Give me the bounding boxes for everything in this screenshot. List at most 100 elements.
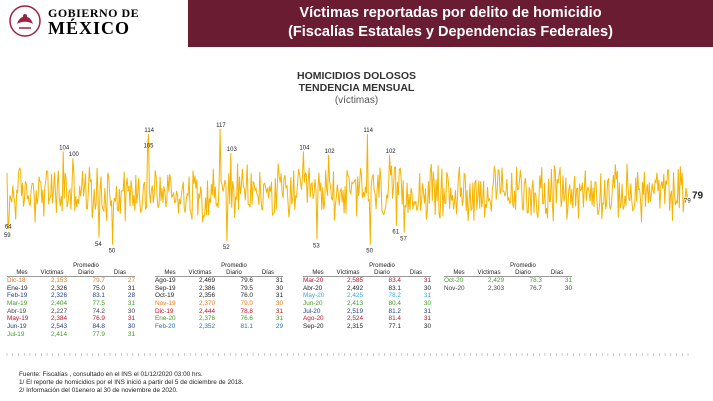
- table-cell: 79.7: [92, 277, 105, 284]
- table-cell: Ene-20: [155, 315, 176, 323]
- table-cell: 2,585: [347, 277, 363, 284]
- table-row: May-20 2,425 78.2 31: [303, 292, 431, 300]
- table-cell: 2,356: [199, 292, 215, 300]
- table-header: Mes Víctimas Promedio Diario Días: [155, 262, 283, 277]
- table-cell: 2,492: [347, 284, 363, 292]
- table-header: Mes Víctimas Promedio Diario Días: [444, 262, 572, 277]
- table-cell: May-19: [7, 315, 29, 323]
- table-row: May-19 2,384 76.9 31: [7, 315, 135, 323]
- table-cell: Mar-20: [303, 277, 324, 284]
- data-label: 61: [392, 230, 399, 236]
- data-label: 105: [143, 144, 154, 150]
- table-cell: 78.8: [240, 307, 253, 315]
- data-label: 64: [5, 224, 12, 230]
- table-cell: 2,404: [51, 300, 67, 308]
- table-cell: 74.2: [92, 307, 105, 315]
- table-cell: 30: [423, 300, 431, 308]
- footnote-source: Fuente: Fiscalías , consultado en el INS…: [19, 371, 203, 378]
- table-cell: 31: [423, 277, 431, 284]
- table-cell: 2,469: [199, 277, 215, 284]
- column-header: Promedio Diario: [510, 263, 536, 276]
- data-label: 50: [109, 249, 116, 255]
- monthly-table-4: Mes Víctimas Promedio Diario Días Oct-20 2,42…: [444, 262, 572, 293]
- column-header: Promedio Diario: [221, 263, 247, 276]
- data-label: 54: [95, 242, 102, 248]
- column-header: Mes: [164, 269, 176, 276]
- table-row: Nov-20 2,303 76.7 30: [444, 285, 572, 293]
- column-header: Víctimas: [477, 269, 501, 276]
- table-row: Abr-19 2,227 74.2 30: [7, 308, 135, 316]
- table-cell: Mar-19: [7, 300, 28, 308]
- chart-title-line1: HOMICIDIOS DOLOSOS: [296, 70, 416, 82]
- table-row: Mar-20 2,585 83.4 31: [303, 277, 431, 285]
- table-cell: 31: [127, 330, 135, 338]
- table-cell: 81.1: [240, 323, 253, 331]
- table-cell: 79.5: [240, 284, 253, 292]
- data-label: 52: [223, 245, 230, 251]
- table-cell: 31: [127, 315, 135, 323]
- table-cell: 81.2: [388, 307, 401, 315]
- table-cell: 2,315: [347, 323, 363, 331]
- table-cell: 2,429: [488, 277, 504, 284]
- column-header: Días: [113, 269, 127, 276]
- point-labels: 117 114 114 105 104 104 103 102 102 100 59 64 54 50 52…: [4, 123, 691, 255]
- table-row: Feb-19 2,326 83.1 28: [7, 292, 135, 300]
- data-label: 102: [386, 149, 397, 155]
- table-cell: 76.0: [240, 292, 253, 300]
- table-cell: 2,376: [199, 315, 215, 323]
- table-row: Sep-19 2,386 79.5 30: [155, 285, 283, 293]
- table-cell: 30: [275, 300, 283, 308]
- footnotes: Fuente: Fiscalías , consultado en el INS…: [19, 371, 244, 394]
- column-header: Víctimas: [40, 269, 64, 276]
- footnote-2: 2/ Información del 01enero al 30 de novi…: [19, 386, 178, 394]
- series-line: [6, 128, 689, 245]
- data-label: 103: [227, 147, 238, 153]
- table-row: Abr-20 2,492 83.1 30: [303, 285, 431, 293]
- table-cell: Jul-20: [303, 307, 321, 315]
- data-label: 114: [144, 128, 154, 134]
- table-cell: May-20: [303, 292, 325, 300]
- table-cell: 29: [275, 323, 283, 331]
- table-cell: 2,543: [51, 323, 67, 331]
- monthly-table-1: Mes Víctimas Promedio Diario Días Dic-18 2,15…: [7, 262, 135, 339]
- table-cell: 2,352: [199, 323, 215, 331]
- table-cell: 2,326: [51, 292, 67, 300]
- table-row: Ago-20 2,524 81.4 31: [303, 315, 431, 323]
- table-cell: 2,524: [347, 315, 363, 323]
- column-header: Mes: [453, 269, 465, 276]
- table-cell: 75.0: [92, 284, 105, 292]
- table-cell: 31: [127, 300, 135, 308]
- table-cell: 31: [127, 284, 135, 292]
- table-row: Jul-19 2,414 77.9 31: [7, 331, 135, 339]
- table-cell: 31: [423, 307, 431, 315]
- table-cell: Sep-19: [155, 284, 176, 292]
- table-cell: 2,425: [347, 292, 363, 300]
- table-cell: Abr-19: [7, 307, 27, 315]
- table-cell: 77.1: [388, 323, 401, 331]
- government-logo[interactable]: GOBIERNO DE MÉXICO: [8, 4, 158, 38]
- data-label: 102: [325, 149, 336, 155]
- table-cell: 2,414: [51, 330, 67, 338]
- table-row: Jun-19 2,543 84.8 30: [7, 323, 135, 331]
- page-title-line2: (Fiscalías Estatales y Dependencias Fede…: [288, 24, 613, 40]
- table-cell: Jun-20: [303, 300, 323, 308]
- table-cell: Oct-19: [155, 292, 175, 300]
- table-row: Jun-20 2,413 80.4 30: [303, 300, 431, 308]
- data-label: 53: [313, 244, 320, 250]
- table-header: Mes Víctimas Promedio Diario Días: [7, 262, 135, 277]
- data-label: 57: [400, 237, 407, 243]
- table-row: Dic-18 2,153 79.7 27: [7, 277, 135, 285]
- column-header: Promedio Diario: [369, 263, 395, 276]
- table-cell: 83.4: [388, 277, 401, 284]
- table-row: Jul-20 2,519 81.2 31: [303, 308, 431, 316]
- table-cell: Sep-20: [303, 323, 324, 331]
- table-cell: 2,384: [51, 315, 67, 323]
- data-label: 50: [366, 249, 373, 255]
- table-cell: 28: [127, 292, 135, 300]
- table-row: Feb-20 2,352 81.1 29: [155, 323, 283, 331]
- table-cell: Ene-19: [7, 284, 28, 292]
- table-cell: 30: [423, 284, 431, 292]
- table-cell: 2,227: [51, 307, 67, 315]
- table-cell: Jun-19: [7, 323, 27, 331]
- table-cell: 78.3: [529, 277, 542, 284]
